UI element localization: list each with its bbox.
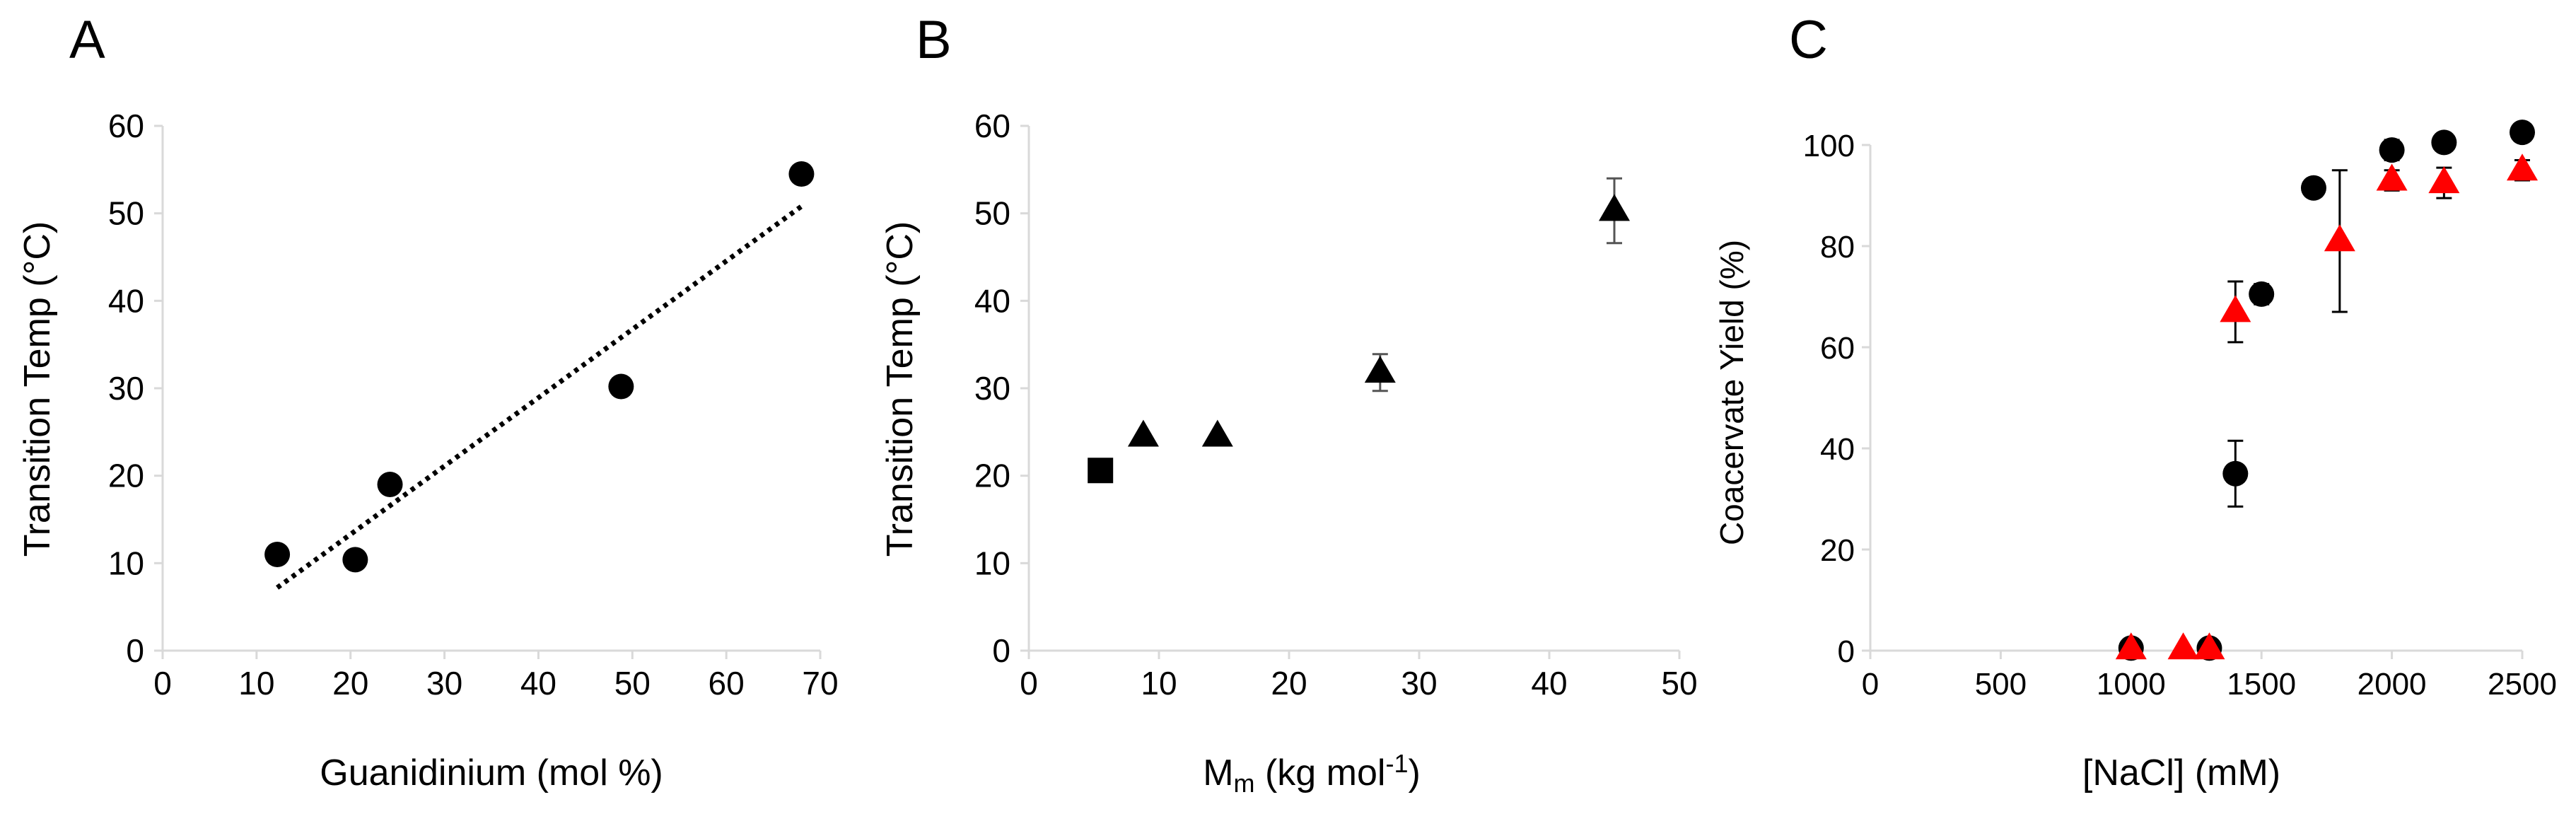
- chart-b-y-axis-title: Transition Temp (°C): [880, 221, 921, 557]
- chart-c-point-circle: [2249, 281, 2275, 307]
- chart-b-x-tick-label: 0: [1020, 665, 1038, 702]
- chart-c-y-tick-label: 20: [1820, 533, 1855, 568]
- chart-b-point-triangle: [1599, 194, 1630, 221]
- chart-c-y-tick-label: 60: [1820, 331, 1855, 366]
- chart-a-point-circle: [342, 547, 368, 573]
- chart-c-point-circle: [2222, 460, 2249, 487]
- chart-b-x-title-close: ): [1408, 752, 1420, 793]
- panel-letter-a: A: [69, 10, 105, 70]
- chart-a-x-tick-label: 30: [426, 665, 462, 702]
- chart-c-x-tick-label: 2000: [2358, 667, 2427, 702]
- chart-b-y-tick-label: 30: [974, 370, 1010, 407]
- chart-b-axes: 0 10 20 30 40 50 0 10 20 30 40 50 60: [974, 107, 1698, 702]
- chart-b-x-tick-label: 20: [1271, 665, 1307, 702]
- chart-b-y-tick-label: 40: [974, 282, 1010, 319]
- chart-a-point-circle: [788, 161, 815, 187]
- chart-b-x-tick-label: 30: [1401, 665, 1437, 702]
- chart-a-x-tick-label: 0: [153, 665, 172, 702]
- chart-c-point-triangle: [2193, 632, 2225, 660]
- chart-c-x-tick-label: 0: [1862, 667, 1879, 702]
- chart-c-point-triangle: [2507, 153, 2538, 181]
- chart-b-x-tick-label: 50: [1661, 665, 1697, 702]
- chart-c-point-triangle: [2376, 163, 2408, 191]
- chart-c-y-axis-title: Coacervate Yield (%): [1713, 240, 1750, 545]
- chart-c-point-triangle: [2220, 295, 2251, 322]
- chart-a-y-tick-label: 30: [108, 370, 144, 407]
- chart-c-point-circle: [2300, 175, 2326, 201]
- chart-a-point-circle: [608, 373, 634, 400]
- chart-c-x-tick-label: 2500: [2488, 667, 2557, 702]
- chart-b-y-tick-label: 0: [992, 632, 1010, 669]
- chart-a-x-tick-label: 10: [238, 665, 274, 702]
- chart-b-y-tick-label: 10: [974, 545, 1010, 581]
- chart-b-x-tick-label: 10: [1141, 665, 1177, 702]
- chart-c-x-axis-title: [NaCl] (mM): [2082, 752, 2280, 793]
- chart-b-x-title-rest: (kg mol: [1255, 752, 1386, 793]
- chart-panel-b: 0 10 20 30 40 50 0 10 20 30 40 50 60 Mm (kg mol-1) T…: [880, 107, 1698, 798]
- chart-c-x-tick-label: 500: [1975, 667, 2027, 702]
- chart-a-point-circle: [377, 472, 403, 498]
- chart-a-x-tick-label: 20: [332, 665, 368, 702]
- chart-a-y-tick-label: 40: [108, 282, 144, 319]
- chart-panel-c: 0 500 1000 1500 2000 2500 0 20 40 60 80 100 [NaCl] …: [1713, 120, 2557, 793]
- chart-a-x-tick-label: 70: [802, 665, 838, 702]
- chart-a-y-tick-label: 10: [108, 545, 144, 581]
- chart-a-y-axis-title: Transition Temp (°C): [17, 221, 58, 557]
- chart-a-y-tick-label: 50: [108, 195, 144, 232]
- chart-b-x-tick-label: 40: [1531, 665, 1567, 702]
- chart-a-x-tick-label: 50: [614, 665, 651, 702]
- chart-a-trendline: [276, 204, 803, 590]
- chart-a-point-circle: [264, 541, 291, 567]
- chart-c-point-triangle: [2115, 632, 2147, 660]
- chart-c-y-tick-label: 40: [1820, 432, 1855, 467]
- chart-b-x-axis-title: Mm (kg mol-1): [1203, 749, 1421, 798]
- chart-c-point-circle: [2431, 129, 2457, 156]
- chart-a-y-tick-label: 0: [126, 632, 144, 669]
- chart-c-point-triangle: [2167, 632, 2199, 660]
- chart-b-y-tick-label: 60: [974, 107, 1010, 144]
- chart-c-axes: 0 500 1000 1500 2000 2500 0 20 40 60 80 100: [1803, 129, 2557, 702]
- chart-c-point-triangle: [2428, 166, 2460, 194]
- chart-c-point-circle: [2510, 120, 2535, 146]
- chart-b-point-triangle: [1127, 419, 1159, 447]
- chart-b-x-title-sub: m: [1234, 769, 1255, 798]
- chart-c-marks: [2115, 120, 2538, 661]
- chart-b-point-triangle: [1201, 419, 1233, 447]
- chart-panel-a: 0 10 20 30 40 50 60 70 0 10 20 30 40 50 60 Guanidinium…: [17, 107, 839, 793]
- chart-a-marks: [264, 161, 815, 590]
- chart-a-y-tick-label: 20: [108, 458, 144, 494]
- chart-c-point-triangle: [2324, 224, 2355, 252]
- chart-c-y-tick-label: 0: [1838, 634, 1855, 669]
- chart-b-y-tick-label: 50: [974, 195, 1010, 232]
- chart-c-y-tick-label: 80: [1820, 230, 1855, 264]
- chart-c-x-tick-label: 1000: [2097, 667, 2166, 702]
- chart-a-y-tick-label: 60: [108, 107, 144, 144]
- chart-b-y-tick-label: 20: [974, 458, 1010, 494]
- chart-c-point-circle: [2379, 137, 2405, 163]
- panel-letter-c: C: [1789, 10, 1828, 70]
- chart-b-point-triangle: [1364, 356, 1396, 383]
- chart-a-x-tick-label: 40: [520, 665, 556, 702]
- chart-a-axes: 0 10 20 30 40 50 60 70 0 10 20 30 40 50 60: [108, 107, 839, 702]
- chart-c-y-tick-label: 100: [1803, 129, 1855, 163]
- chart-c-x-tick-label: 1500: [2227, 667, 2296, 702]
- chart-a-x-axis-title: Guanidinium (mol %): [320, 752, 663, 793]
- chart-b-x-title-main: M: [1203, 752, 1233, 793]
- chart-a-x-tick-label: 60: [709, 665, 745, 702]
- panel-letter-b: B: [916, 10, 952, 70]
- chart-b-point-square: [1088, 458, 1114, 484]
- chart-b-marks: [1088, 177, 1630, 484]
- chart-b-x-title-sup: -1: [1385, 749, 1408, 778]
